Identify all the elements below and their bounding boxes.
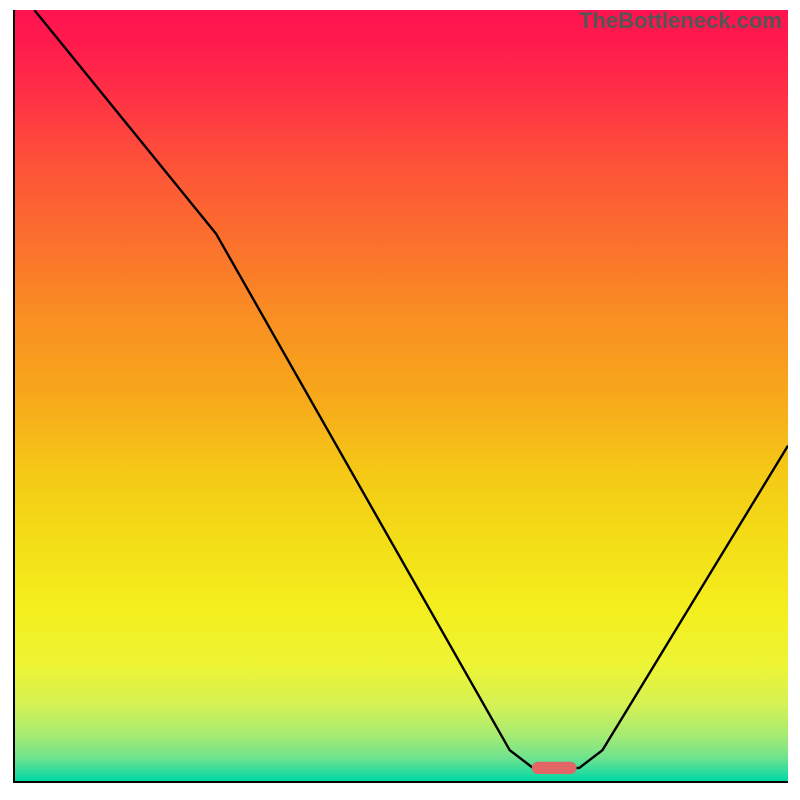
watermark-text: TheBottleneck.com — [579, 8, 782, 34]
curve-layer — [15, 10, 788, 781]
optimal-marker — [532, 762, 577, 774]
plot-area — [13, 10, 788, 783]
bottleneck-curve — [34, 10, 788, 768]
